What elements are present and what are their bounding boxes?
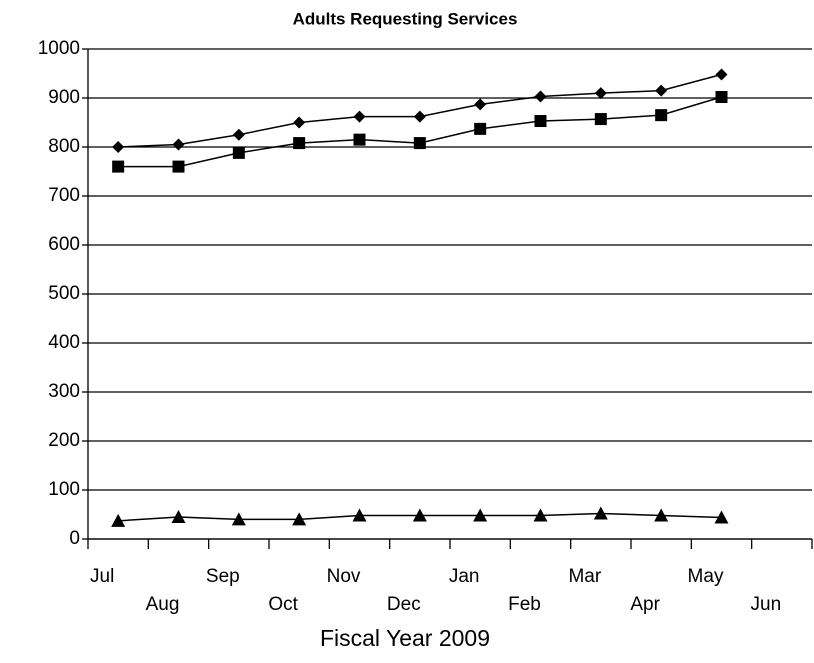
marker bbox=[473, 508, 488, 522]
marker bbox=[292, 512, 307, 526]
marker bbox=[232, 146, 245, 159]
chart-title: Adults Requesting Services bbox=[293, 9, 518, 28]
y-tick-label: 800 bbox=[48, 136, 80, 157]
x-tick-label: May bbox=[688, 566, 724, 587]
marker bbox=[715, 68, 728, 81]
x-tick-label: Apr bbox=[630, 594, 660, 615]
marker bbox=[172, 138, 185, 151]
x-tick-label: Nov bbox=[327, 566, 361, 587]
marker bbox=[474, 122, 487, 135]
marker bbox=[413, 110, 426, 123]
x-tick-label: Feb bbox=[508, 594, 541, 615]
y-tick-label: 900 bbox=[48, 87, 80, 108]
marker bbox=[412, 508, 427, 522]
y-tick-label: 300 bbox=[48, 381, 80, 402]
marker bbox=[654, 508, 669, 522]
marker bbox=[474, 98, 487, 111]
y-tick-label: 200 bbox=[48, 430, 80, 451]
marker bbox=[594, 87, 607, 100]
x-tick-label: Sep bbox=[206, 566, 240, 587]
marker bbox=[593, 506, 608, 520]
y-tick-label: 0 bbox=[69, 528, 80, 549]
y-tick-label: 500 bbox=[48, 283, 80, 304]
marker bbox=[655, 109, 668, 122]
x-axis-title: Fiscal Year 2009 bbox=[320, 625, 490, 651]
marker bbox=[353, 110, 366, 123]
marker bbox=[111, 513, 126, 527]
marker bbox=[171, 509, 186, 523]
series-line bbox=[118, 96, 722, 168]
marker bbox=[534, 115, 547, 128]
marker bbox=[112, 141, 125, 153]
marker bbox=[353, 133, 366, 146]
y-tick-label: 600 bbox=[48, 234, 80, 255]
y-tick-label: 700 bbox=[48, 185, 80, 206]
x-tick-label: Jul bbox=[90, 566, 114, 587]
marker bbox=[231, 512, 246, 526]
marker bbox=[293, 116, 306, 129]
marker bbox=[232, 128, 245, 141]
marker bbox=[715, 91, 728, 104]
marker bbox=[172, 160, 185, 173]
marker bbox=[352, 508, 367, 522]
marker bbox=[413, 137, 426, 150]
marker bbox=[293, 137, 306, 150]
x-tick-label: Oct bbox=[268, 594, 298, 615]
marker bbox=[714, 510, 729, 524]
y-tick-label: 1000 bbox=[38, 38, 80, 59]
x-tick-label: Mar bbox=[568, 566, 601, 587]
marker bbox=[594, 113, 607, 126]
marker bbox=[112, 160, 125, 173]
y-tick-label: 400 bbox=[48, 332, 80, 353]
x-tick-label: Dec bbox=[387, 594, 421, 615]
y-tick-label: 100 bbox=[48, 479, 80, 500]
x-tick-label: Aug bbox=[146, 594, 180, 615]
marker bbox=[655, 84, 668, 97]
x-tick-label: Jun bbox=[751, 594, 782, 615]
marker bbox=[533, 508, 548, 522]
marker bbox=[534, 90, 547, 103]
x-tick-label: Jan bbox=[449, 566, 480, 587]
